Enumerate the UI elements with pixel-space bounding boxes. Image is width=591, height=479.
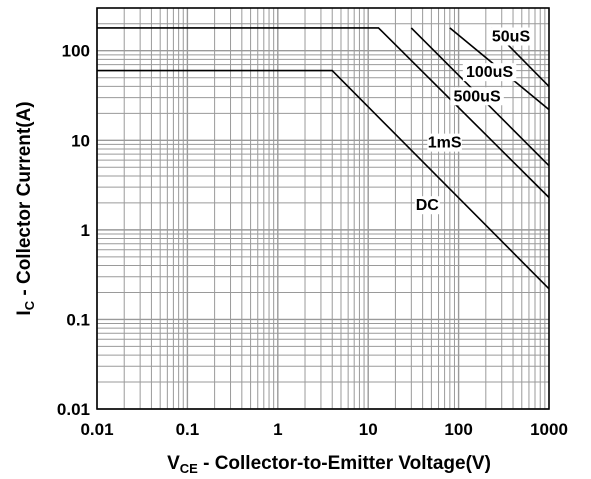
series-label-bg-100us: [462, 63, 517, 82]
x-tick-label: 100: [444, 420, 472, 439]
y-tick-label: 1: [81, 221, 90, 240]
x-axis-label-sub: CE: [180, 461, 198, 476]
series-label-bg-dc: [414, 196, 440, 215]
y-axis-label-rest: - Collector Current(A): [14, 101, 35, 301]
plot-frame: [96, 7, 550, 410]
x-axis-label-main: V: [167, 453, 180, 474]
y-tick-label: 0.01: [57, 400, 90, 419]
x-tick-label: 0.01: [80, 420, 113, 439]
series-line-dc: [97, 69, 550, 290]
x-tick-labels: 0.01 0.1 1 10 100 1000: [80, 420, 567, 439]
series-labels: DC 1mS 500uS 100uS 50uS: [414, 27, 534, 215]
series-label-bg-50us: [489, 27, 534, 46]
series-label-100us: 100uS: [466, 64, 513, 81]
y-tick-label: 100: [62, 42, 90, 61]
x-axis-label-rest: - Collector-to-Emitter Voltage(V): [198, 453, 491, 474]
x-tick-label: 10: [359, 420, 378, 439]
x-axis-label: VCE - Collector-to-Emitter Voltage(V): [167, 453, 491, 476]
series-line-1ms: [97, 27, 550, 199]
y-tick-label: 0.1: [66, 310, 90, 329]
y-axis-label-main: I: [14, 310, 35, 315]
x-tick-label: 1000: [530, 420, 568, 439]
x-tick-label: 0.1: [176, 420, 200, 439]
series-label-bg-500us: [450, 87, 504, 106]
series-label-1ms: 1mS: [428, 135, 462, 152]
series-label-dc: DC: [416, 197, 440, 214]
series-label-bg-1ms: [427, 133, 462, 152]
y-tick-label: 10: [71, 131, 90, 150]
series-label-50us: 50uS: [492, 29, 531, 46]
y-axis-label: IC - Collector Current(A): [14, 101, 37, 315]
series-label-500us: 500uS: [453, 88, 500, 105]
y-axis-label-sub: C: [22, 300, 37, 310]
x-tick-label: 1: [273, 420, 282, 439]
y-tick-labels: 0.01 0.1 1 10 100: [57, 42, 90, 419]
